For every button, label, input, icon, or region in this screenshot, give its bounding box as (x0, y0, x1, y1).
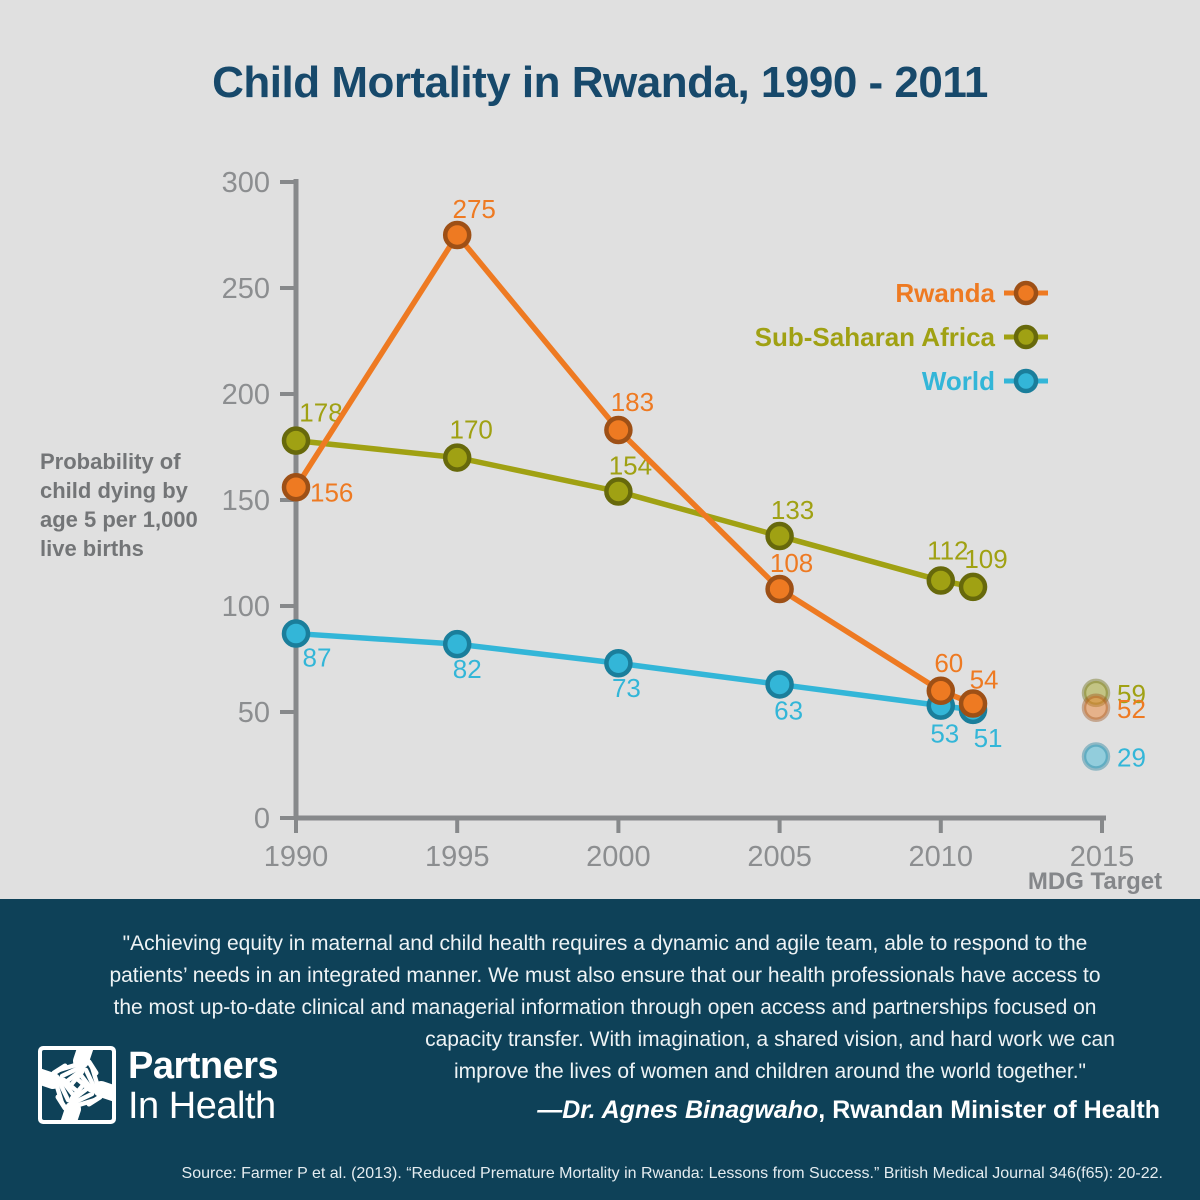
y-tick-label: 0 (254, 803, 270, 835)
quote-attribution: —Dr. Agnes Binagwaho, Rwandan Minister o… (537, 1096, 1160, 1125)
y-tick-label: 200 (222, 379, 270, 411)
marker-rwanda-2005 (765, 574, 794, 604)
data-label-sub-saharan-africa-2010: 112 (927, 536, 968, 566)
partners-in-health-logo: Partners In Health (38, 1045, 279, 1127)
y-tick-label: 100 (222, 591, 270, 623)
mdg-label-sub-saharan-africa: 59 (1117, 679, 1146, 709)
data-label-sub-saharan-africa-1995: 170 (450, 415, 493, 445)
x-tick-label: 2015 (1070, 841, 1135, 873)
x-tick-label: 1990 (264, 841, 329, 873)
marker-world-1990 (281, 619, 311, 648)
y-axis-label-line: child dying by (40, 478, 188, 503)
x-tick-label: 2005 (747, 841, 812, 873)
data-label-sub-saharan-africa-2011: 109 (964, 544, 1007, 574)
mdg-point-rwanda (1081, 693, 1111, 723)
logo-word-line2: In Health (128, 1085, 276, 1127)
data-label-world-2000: 73 (612, 673, 641, 703)
data-label-world-2010: 53 (930, 719, 959, 749)
y-tick-label: 50 (238, 697, 270, 729)
y-tick-label: 150 (222, 485, 270, 517)
quote-line: improve the lives of women and children … (454, 1060, 1086, 1083)
marker-sub-saharan-africa-2010 (926, 566, 956, 595)
line-chart: 0 50 100 150 200 250 300 1990 1995 2000 2005 2010 20… (222, 167, 1146, 873)
data-label-rwanda-2011: 54 (970, 665, 999, 695)
data-label-rwanda-2010: 60 (934, 648, 963, 678)
data-label-world-1995: 82 (453, 654, 482, 684)
logo-wordmark: Partners In Health (128, 1045, 279, 1127)
marker-world-2005 (765, 670, 794, 699)
quote-text: "Achieving equity in maternal and child … (50, 928, 1160, 1088)
y-axis-label-line: age 5 per 1,000 (40, 507, 198, 532)
legend-label: World (921, 365, 995, 396)
data-label-rwanda-2005: 108 (770, 548, 813, 578)
y-axis-label-line: Probability of (40, 449, 181, 474)
marker-sub-saharan-africa-2000 (604, 477, 633, 506)
logo-word-line1: Partners (128, 1045, 279, 1087)
y-axis-label: Probability of child dying by age 5 per … (40, 447, 240, 563)
legend-label: Rwanda (895, 277, 995, 308)
marker-world-2000 (604, 648, 633, 678)
marker-world-1995 (442, 629, 472, 659)
y-tick-label: 300 (222, 167, 270, 199)
attribution-role: , Rwandan Minister of Health (818, 1096, 1160, 1124)
legend-label: Sub-Saharan Africa (754, 321, 995, 352)
y-tick-label: 250 (222, 273, 270, 305)
mdg-point-world (1081, 742, 1111, 771)
mdg-point-sub-saharan-africa (1081, 678, 1111, 708)
marker-rwanda-1995 (442, 220, 472, 250)
mdg-target-caption: MDG Target (1027, 868, 1163, 895)
legend-marker-icon (1004, 368, 1048, 394)
legend-marker-icon (1004, 280, 1048, 306)
hand-shape (38, 1063, 81, 1106)
page-title: Child Mortality in Rwanda, 1990 - 2011 (212, 58, 988, 107)
data-label-sub-saharan-africa-2005: 133 (771, 495, 814, 525)
mdg-label-world: 29 (1117, 743, 1146, 773)
quote-line: the most up-to-date clinical and manager… (113, 996, 1097, 1019)
x-tick-label: 2010 (909, 841, 974, 873)
quote-line: "Achieving equity in maternal and child … (122, 932, 1088, 955)
hands-icon (38, 1046, 116, 1124)
y-axis-label-line: live births (40, 536, 144, 561)
data-label-rwanda-1990: 156 (310, 477, 353, 507)
marker-sub-saharan-africa-1990 (281, 426, 311, 455)
marker-rwanda-2010 (926, 676, 956, 706)
legend-entry-world: World (755, 359, 1048, 403)
marker-sub-saharan-africa-2011 (958, 572, 988, 602)
marker-rwanda-2000 (604, 415, 633, 445)
legend-entry-rwanda: Rwanda (755, 271, 1048, 315)
mdg-label-rwanda: 52 (1117, 694, 1146, 724)
quote-panel: "Achieving equity in maternal and child … (0, 899, 1200, 1200)
data-label-rwanda-1995: 275 (453, 194, 496, 224)
source-citation: Source: Farmer P et al. (2013). “Reduced… (181, 1165, 1163, 1182)
data-label-rwanda-2000: 183 (611, 387, 654, 417)
attribution-name: —Dr. Agnes Binagwaho (537, 1096, 819, 1124)
legend-entry-sub-saharan-africa: Sub-Saharan Africa (755, 315, 1048, 359)
quote-line: patients’ needs in an integrated manner.… (109, 964, 1101, 987)
quote-line: capacity transfer. With imagination, a s… (425, 1028, 1115, 1051)
legend-marker-icon (1004, 324, 1048, 350)
x-tick-label: 1995 (425, 841, 490, 873)
data-label-world-1990: 87 (303, 643, 332, 673)
marker-rwanda-2011 (958, 689, 988, 718)
data-label-world-2011: 51 (974, 723, 1003, 753)
marker-sub-saharan-africa-2005 (765, 521, 794, 551)
chart-legend: Rwanda Sub-Saharan Africa World (755, 271, 1048, 403)
marker-sub-saharan-africa-1995 (442, 443, 472, 472)
data-label-world-2005: 63 (774, 695, 803, 725)
marker-rwanda-1990 (281, 473, 311, 502)
x-tick-label: 2000 (586, 841, 651, 873)
